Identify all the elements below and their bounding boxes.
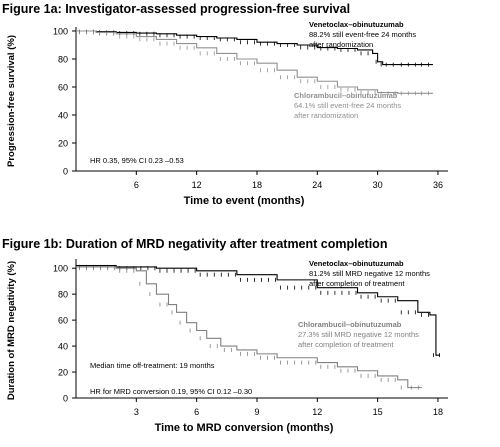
annotation-1a-0: HR 0.35, 95% CI 0.23 –0.53: [90, 156, 184, 165]
series-name-1b-0: Venetoclax–obinutuzumab: [309, 259, 404, 268]
y-tick-label-1b: 0: [63, 394, 68, 404]
annotation-1b-1: HR for MRD conversion 0.19, 95% CI 0.12 …: [90, 387, 252, 396]
y-tick-label-1a: 80: [58, 55, 68, 65]
series-note-1a-1: after randomization: [294, 111, 358, 120]
survival-curve-1a-chlorambucil: [76, 30, 433, 94]
y-tick-label-1a: 20: [58, 139, 68, 149]
figure-1a-title: Figure 1a: Investigator-assessed progres…: [2, 2, 351, 16]
x-tick-label-1b: 12: [312, 407, 322, 417]
x-tick-label-1b: 18: [433, 407, 443, 417]
figure-1b-title: Figure 1b: Duration of MRD negativity af…: [2, 237, 388, 251]
x-tick-label-1b: 6: [194, 407, 199, 417]
x-tick-label-1a: 24: [312, 180, 322, 190]
y-tick-label-1a: 60: [58, 83, 68, 93]
y-axis-label-1b: Duration of MRD negativity (%): [6, 261, 17, 400]
x-tick-label-1a: 36: [433, 180, 443, 190]
x-tick-label-1a: 12: [192, 180, 202, 190]
y-tick-label-1b: 100: [53, 264, 68, 274]
x-tick-label-1b: 15: [373, 407, 383, 417]
y-axis-label-1a: Progression-free survival (%): [6, 35, 17, 167]
series-name-1b-1: Chlorambucil–obinutuzumab: [298, 320, 402, 329]
series-note-1a-0: after randomization: [309, 40, 373, 49]
x-axis-label-1b: Time to MRD conversion (months): [155, 422, 334, 434]
series-note-1a-1: 64.1% still event-free 24 months: [294, 101, 401, 110]
x-tick-label-1a: 30: [373, 180, 383, 190]
series-note-1b-0: 81.2% still MRD negative 12 months: [309, 269, 430, 278]
x-axis-label-1a: Time to event (months): [184, 195, 305, 207]
series-note-1b-0: after completion of treatment: [309, 279, 405, 288]
series-note-1b-1: 27.3% still MRD negative 12 months: [298, 330, 419, 339]
y-tick-label-1a: 40: [58, 111, 68, 121]
x-tick-label-1a: 18: [252, 180, 262, 190]
y-tick-label-1b: 80: [58, 290, 68, 300]
y-tick-label-1b: 20: [58, 368, 68, 378]
y-tick-label-1b: 40: [58, 342, 68, 352]
y-tick-label-1a: 0: [63, 167, 68, 177]
survival-curve-1b-venetoclax: [76, 265, 440, 356]
series-note-1b-1: after completion of treatment: [298, 340, 394, 349]
y-tick-label-1b: 60: [58, 316, 68, 326]
x-tick-label-1a: 6: [134, 180, 139, 190]
x-tick-label-1b: 9: [254, 407, 259, 417]
annotation-1b-0: Median time off-treatment: 19 months: [90, 361, 215, 370]
survival-curve-1b-chlorambucil: [76, 266, 422, 389]
series-name-1a-1: Chlorambucil–obinutuzumab: [294, 91, 398, 100]
series-name-1a-0: Venetoclax–obinutuzumab: [309, 20, 404, 29]
y-tick-label-1a: 100: [53, 27, 68, 37]
series-note-1a-0: 88.2% still event-free 24 months: [309, 30, 416, 39]
x-tick-label-1b: 3: [134, 407, 139, 417]
